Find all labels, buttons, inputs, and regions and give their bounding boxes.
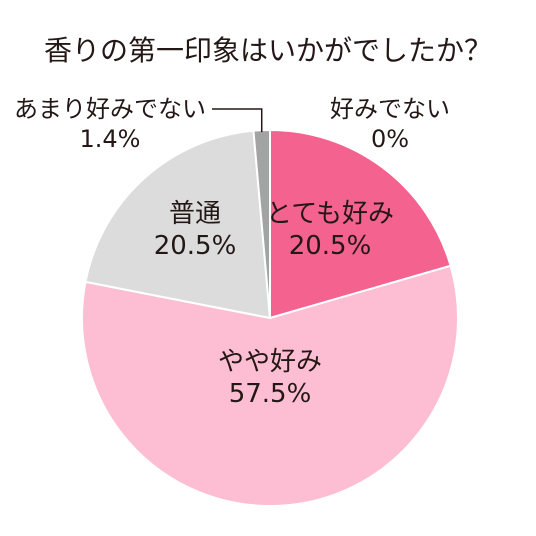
slice-2-label: 普通: [169, 199, 221, 229]
slice-3-value-label: 1.4%: [80, 125, 141, 153]
slice-1-label: やや好み: [218, 347, 322, 377]
pie-slices: [81, 128, 459, 507]
slice-1-value-label: 57.5%: [229, 379, 312, 409]
slice-4-value-label: 0%: [371, 125, 409, 153]
pie-labels: とても好み20.5%やや好み57.5%普通20.5%あまり好みでない1.4%好み…: [14, 95, 450, 409]
slice-1: [81, 264, 459, 507]
slice-3-label: あまり好みでない: [14, 95, 206, 123]
chart-title: 香りの第一印象はいかがでしたか？: [44, 34, 492, 67]
slice-2: [84, 129, 272, 320]
slice-3-leader-line: [212, 108, 263, 133]
slice-2-value-label: 20.5%: [154, 231, 237, 261]
slice-0: [269, 128, 452, 320]
slice-0-label: とても好み: [266, 199, 394, 229]
slice-4-label: 好みでない: [330, 95, 450, 123]
slice-0-value-label: 20.5%: [289, 231, 372, 261]
